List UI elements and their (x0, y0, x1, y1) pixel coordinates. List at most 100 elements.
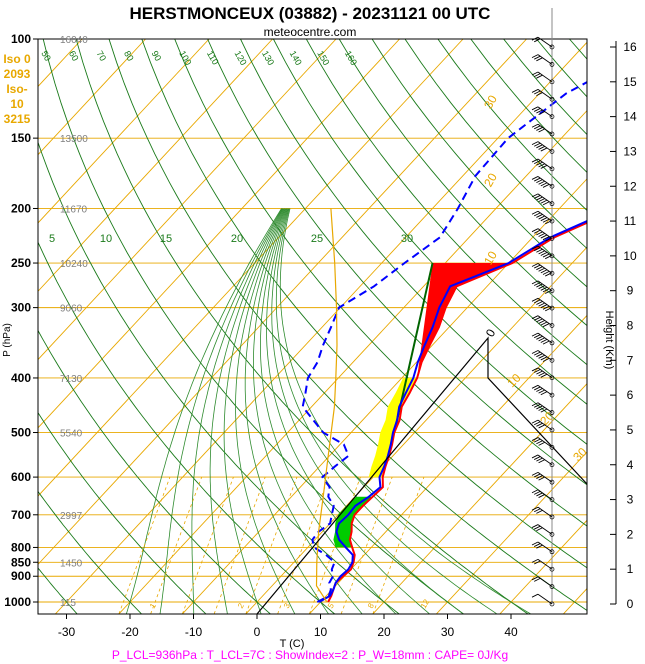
wind-barb (531, 402, 555, 415)
wind-barb (531, 350, 555, 363)
y-tick-label: 250 (11, 256, 31, 270)
mixing-ratio-label: 12 (419, 597, 432, 610)
x-tick-label: -20 (121, 625, 139, 639)
moist-adiabat (279, 208, 531, 614)
moist-adiabat (191, 208, 284, 614)
y-tick-label: 100 (11, 32, 31, 46)
dry-adiabat-top-label: 90 (150, 49, 164, 63)
geopotential-height-label: 1450 (60, 558, 83, 569)
mixing-ratio-line (150, 476, 203, 614)
moist-adiabat (275, 208, 498, 614)
y-tick-label: 850 (11, 555, 31, 569)
moist-adiabat-label: 30 (401, 233, 413, 245)
moist-adiabat (209, 208, 284, 614)
dry-adiabat-top-label: 60 (67, 49, 81, 63)
geopotential-height-label: 5540 (60, 429, 83, 440)
y-tick-label: 800 (11, 540, 31, 554)
wind-barb (531, 36, 555, 50)
isotherm-line (38, 39, 273, 292)
dry-adiabat (174, 39, 587, 527)
isotherm-line (372, 383, 587, 614)
wind-barb (531, 297, 555, 312)
geopotential-height-label: 115 (60, 598, 76, 609)
dry-adiabat-top-label: 70 (94, 49, 108, 63)
moist-adiabat-label: 25 (311, 233, 323, 245)
wind-barb (531, 280, 555, 294)
y-tick-label: 150 (11, 131, 31, 145)
wind-barb (531, 210, 555, 225)
mixing-ratio-line (182, 476, 234, 614)
thetae-label: 20 (481, 170, 500, 189)
y-tick-label: 900 (11, 569, 31, 583)
dry-adiabat-top-label: 160 (343, 49, 359, 67)
mixing-ratio-line (340, 476, 393, 614)
geopotential-height-label: 11670 (60, 204, 88, 215)
isotherm-line (38, 39, 464, 497)
isotherm-line (38, 39, 527, 566)
x-axis-label: T (C) (280, 638, 305, 650)
dry-adiabat (338, 39, 587, 327)
isotherm-line (55, 41, 587, 614)
isotherm-line (118, 109, 587, 614)
isotherm-line (245, 246, 587, 614)
wind-barb (531, 384, 555, 398)
cape-cin-shading (333, 262, 513, 548)
mixing-ratio-label: 8 (366, 601, 376, 610)
mixing-ratio-line (213, 476, 266, 614)
dry-adiabat (141, 39, 587, 569)
cin-area (417, 263, 513, 378)
wind-barb (531, 576, 555, 589)
iso-info: Iso 0 2093 Iso-10 3215 (0, 52, 34, 127)
wind-barb (531, 141, 555, 154)
height-tick-label: 12 (623, 179, 637, 193)
height-tick-label: 3 (627, 493, 634, 507)
y-tick-label: 1000 (4, 595, 31, 609)
mixing-ratio-line (277, 476, 330, 614)
wind-barb (531, 106, 555, 119)
axes (33, 38, 617, 619)
height-tick-label: 9 (627, 284, 634, 298)
wind-barb (531, 123, 555, 137)
geopotential-height-label: 16040 (60, 35, 88, 46)
height-tick-label: 8 (627, 319, 634, 333)
moist-adiabat-label: 20 (231, 233, 243, 245)
thetae-area-yellow (368, 378, 418, 478)
height-tick-label: 1 (627, 562, 634, 576)
height-tick-label: 14 (623, 110, 637, 124)
wind-barb (531, 419, 555, 433)
mixing-ratio-line (118, 476, 171, 614)
y-tick-label: 200 (11, 201, 31, 215)
moist-adiabat (259, 208, 397, 614)
height-tick-label: 5 (627, 423, 634, 437)
y-axis-label: P (hPa) (2, 323, 13, 357)
geopotential-height-label: 2997 (60, 511, 83, 522)
series-line-1 (318, 220, 587, 603)
dry-adiabat-top-label: 100 (177, 49, 193, 67)
geopotential-height-label: 10240 (60, 259, 88, 270)
dry-adiabat (42, 39, 464, 614)
geopotential-height-label: 13500 (60, 134, 88, 145)
dry-adiabat-top-label: 50 (39, 49, 53, 63)
plot-frame (37, 38, 588, 615)
wind-barb (531, 524, 555, 537)
site-name: meteocentre.com (263, 25, 357, 39)
y-tick-label: 300 (11, 301, 31, 315)
height-tick-label: 4 (627, 458, 634, 472)
iso10-label: Iso-10 (6, 82, 28, 111)
footer-indices: P_LCL=936hPa : T_LCL=7C : ShowIndex=2 : … (111, 648, 509, 662)
dry-adiabat (207, 39, 587, 486)
height-tick-label: 7 (627, 353, 634, 367)
isotherm-line (38, 39, 400, 429)
moist-adiabat (244, 208, 329, 614)
wind-barb (531, 489, 555, 502)
x-tick-label: 40 (504, 625, 518, 639)
x-tick-label: -10 (185, 625, 203, 639)
mixing-ratio-line (245, 476, 298, 614)
wind-barb (531, 71, 555, 85)
mixing-ratio-line (372, 476, 425, 614)
thetae-label: 10 (481, 248, 500, 267)
wind-barb (531, 332, 555, 346)
x-tick-label: 30 (441, 625, 455, 639)
